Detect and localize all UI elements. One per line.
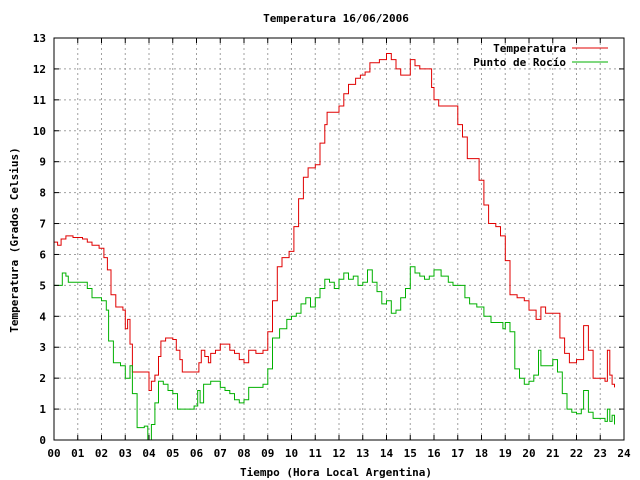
x-tick-label: 23 [594, 447, 607, 460]
chart-title: Temperatura 16/06/2006 [263, 12, 409, 25]
axis-ticks: 00 01 02 03 04 05 06 07 08 09 10 11 12 13 14 15 16 17 18 19… [33, 32, 631, 460]
legend-label-temperatura: Temperatura [493, 42, 566, 55]
y-tick-label: 13 [33, 32, 46, 45]
legend: Temperatura Punto de Rocío [473, 42, 608, 69]
x-tick-label: 02 [95, 447, 108, 460]
x-tick-label: 04 [142, 447, 156, 460]
series-lines [54, 53, 615, 441]
y-tick-label: 1 [39, 403, 46, 416]
series-line-temperatura [54, 53, 615, 391]
x-tick-label: 08 [237, 447, 250, 460]
x-tick-label: 24 [617, 447, 631, 460]
x-tick-label: 15 [404, 447, 417, 460]
legend-label-punto-de-rocio: Punto de Rocío [473, 56, 566, 69]
x-axis-label: Tiempo (Hora Local Argentina) [240, 466, 432, 479]
x-tick-label: 01 [71, 447, 85, 460]
y-tick-label: 7 [39, 218, 46, 231]
grid [54, 38, 624, 440]
y-tick-label: 3 [39, 341, 46, 354]
x-tick-label: 07 [214, 447, 227, 460]
y-tick-label: 5 [39, 279, 46, 292]
y-axis-label: Temperatura (Grados Celsius) [8, 147, 21, 332]
y-tick-label: 9 [39, 156, 46, 169]
y-tick-label: 11 [33, 94, 47, 107]
x-tick-label: 05 [166, 447, 179, 460]
x-tick-label: 00 [47, 447, 60, 460]
x-tick-label: 22 [570, 447, 583, 460]
x-tick-label: 16 [427, 447, 441, 460]
y-tick-label: 2 [39, 372, 46, 385]
x-tick-label: 10 [285, 447, 298, 460]
x-tick-label: 18 [475, 447, 488, 460]
y-tick-label: 0 [39, 434, 46, 447]
y-tick-label: 4 [39, 310, 46, 323]
x-tick-label: 17 [451, 447, 464, 460]
y-tick-label: 8 [39, 187, 46, 200]
x-tick-label: 21 [546, 447, 560, 460]
x-tick-label: 06 [190, 447, 204, 460]
x-tick-label: 09 [261, 447, 274, 460]
series-line-punto-de-rocio [54, 266, 615, 441]
x-tick-label: 19 [499, 447, 512, 460]
x-tick-label: 11 [309, 447, 323, 460]
y-tick-label: 6 [39, 248, 46, 261]
x-tick-label: 03 [119, 447, 132, 460]
x-tick-label: 14 [380, 447, 394, 460]
y-tick-label: 10 [33, 125, 46, 138]
x-tick-label: 20 [522, 447, 535, 460]
y-tick-label: 12 [33, 63, 46, 76]
x-tick-label: 13 [356, 447, 369, 460]
x-tick-label: 12 [332, 447, 345, 460]
